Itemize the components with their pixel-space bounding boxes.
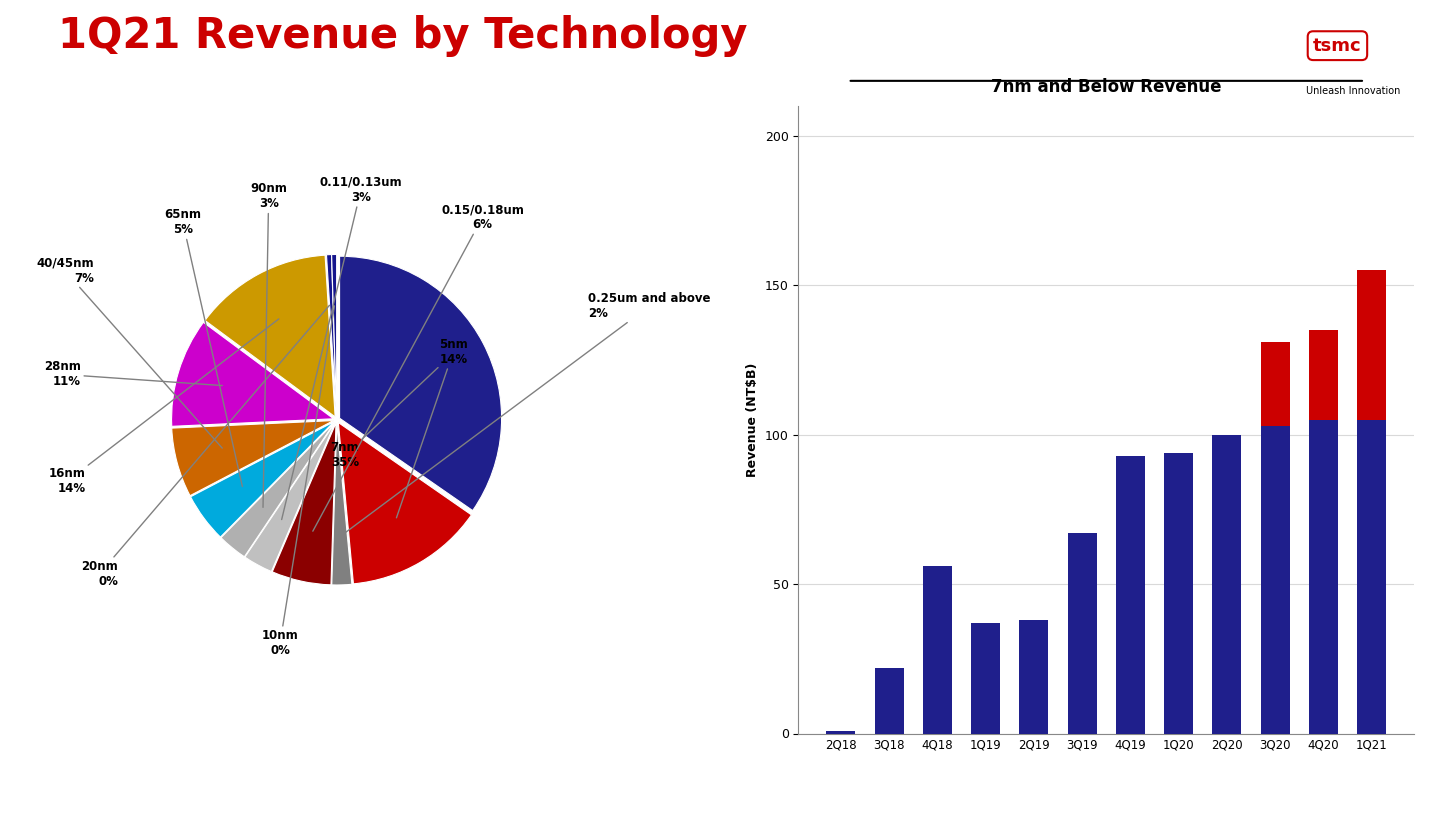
Bar (1068, 533, 1097, 734)
Wedge shape (326, 254, 336, 416)
Text: 0.15/0.18um
6%: 0.15/0.18um 6% (313, 203, 524, 531)
Bar (1261, 342, 1290, 425)
Wedge shape (205, 255, 335, 417)
Text: 1Q21 Revenue by Technology: 1Q21 Revenue by Technology (58, 15, 747, 57)
Text: 28nm
11%: 28nm 11% (43, 360, 222, 389)
Y-axis label: Revenue (NT$B): Revenue (NT$B) (746, 363, 759, 477)
Text: 65nm
5%: 65nm 5% (165, 208, 242, 487)
Text: 0.25um and above
2%: 0.25um and above 2% (342, 293, 710, 535)
Bar (1165, 452, 1193, 734)
Wedge shape (190, 421, 335, 537)
Text: tsmc: tsmc (1313, 37, 1362, 55)
Bar (1115, 456, 1144, 734)
Wedge shape (332, 423, 352, 585)
Text: 16nm
14%: 16nm 14% (49, 319, 278, 496)
Wedge shape (172, 421, 333, 496)
Text: Unleash Innovation: Unleash Innovation (1306, 86, 1400, 95)
Bar (1358, 271, 1387, 420)
Text: 0.11/0.13um
3%: 0.11/0.13um 3% (281, 176, 403, 519)
Bar (827, 730, 856, 734)
Text: 90nm
3%: 90nm 3% (250, 182, 287, 508)
Text: 4: 4 (717, 789, 726, 802)
Bar (1309, 330, 1338, 420)
Text: 5nm
14%: 5nm 14% (397, 337, 468, 518)
Text: 20nm
0%: 20nm 0% (81, 306, 329, 588)
Bar (924, 566, 952, 734)
Bar (1212, 434, 1241, 734)
Wedge shape (172, 322, 333, 426)
Wedge shape (245, 422, 335, 571)
Wedge shape (273, 423, 336, 585)
Wedge shape (339, 256, 502, 510)
Wedge shape (332, 254, 336, 416)
Bar (971, 623, 1000, 734)
Text: 7nm
35%: 7nm 35% (330, 368, 439, 469)
Text: TSMC Property: TSMC Property (1342, 789, 1429, 802)
Bar (1358, 420, 1387, 734)
Wedge shape (221, 422, 335, 557)
Title: 7nm and Below Revenue: 7nm and Below Revenue (991, 78, 1222, 96)
Bar (1261, 425, 1290, 734)
Bar (1019, 620, 1049, 734)
Bar (1309, 420, 1338, 734)
Text: 40/45nm
7%: 40/45nm 7% (36, 257, 222, 448)
Text: © 2021 TSMC, Ltd: © 2021 TSMC, Ltd (14, 789, 123, 802)
Wedge shape (338, 422, 472, 584)
Text: 10nm
0%: 10nm 0% (261, 306, 335, 658)
Bar (874, 667, 903, 734)
